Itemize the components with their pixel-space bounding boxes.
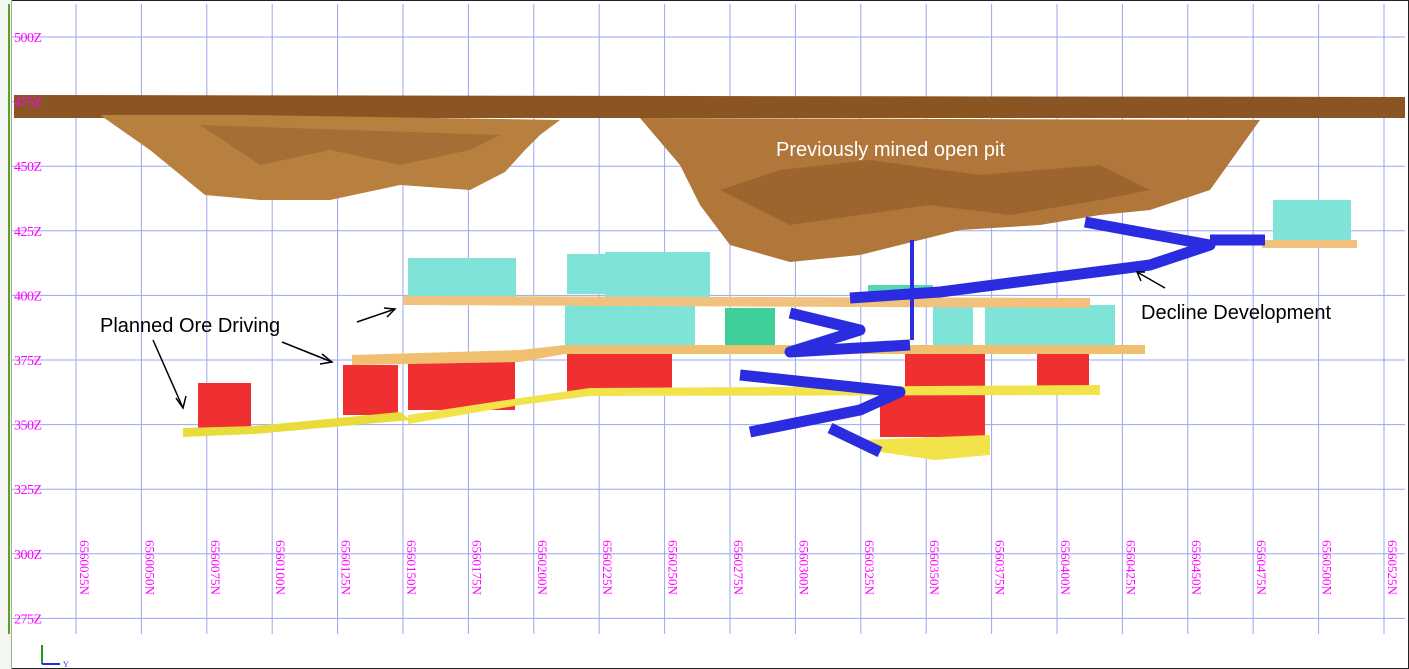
open-pit — [14, 95, 1405, 262]
left-panel-strip — [0, 0, 12, 669]
northing-label: 6560300N — [796, 540, 811, 596]
northing-label: 6560175N — [469, 540, 484, 596]
northing-label: 6560450N — [1189, 540, 1204, 596]
cyan-stope — [567, 254, 607, 294]
elevation-label: 300Z — [14, 548, 42, 563]
northing-label: 6560100N — [273, 540, 288, 596]
elevation-label: 350Z — [14, 419, 42, 434]
northing-label: 6560275N — [731, 540, 746, 596]
elevation-label: 425Z — [14, 225, 42, 240]
northing-label: 6560400N — [1058, 540, 1073, 596]
elevation-label: 375Z — [14, 354, 42, 369]
cyan-stope — [605, 252, 710, 298]
cyan-stope — [933, 300, 973, 345]
northing-label: 6560075N — [208, 540, 223, 596]
decline-label: Decline Development — [1141, 302, 1332, 324]
cyan-stope — [408, 258, 516, 298]
cyan-stope — [725, 308, 775, 346]
red-stope — [880, 392, 985, 437]
drive-east-425 — [1262, 240, 1357, 248]
northing-labels: 6560025N 6560050N 6560075N 6560100N 6560125N… — [77, 540, 1400, 596]
elevation-label: 450Z — [14, 160, 42, 175]
northing-label: 6560250N — [666, 540, 681, 596]
elevation-label: 475Z — [14, 96, 42, 111]
elevation-labels: 500Z 475Z 450Z 425Z 400Z 375Z 350Z 325Z 300Z 275Z — [14, 31, 42, 627]
left-panel-line — [8, 4, 10, 634]
drive-level-400 — [403, 296, 1090, 308]
northing-label: 6560350N — [927, 540, 942, 596]
pit-west-lobe — [100, 115, 560, 200]
northing-label: 6560125N — [339, 540, 354, 596]
cyan-stopes — [408, 200, 1351, 346]
drives — [183, 240, 1357, 460]
elevation-label: 400Z — [14, 289, 42, 304]
annotation-arrows — [152, 271, 1166, 410]
cyan-stope — [985, 305, 1115, 345]
red-stope — [343, 365, 398, 415]
northing-label: 6560150N — [404, 540, 419, 596]
cyan-stope — [565, 305, 695, 345]
axis-triad: Y — [41, 645, 69, 669]
drive-level-345 — [860, 435, 990, 460]
elevation-label: 275Z — [14, 612, 42, 627]
drive-level-360 — [408, 385, 1100, 424]
northing-label: 6560475N — [1254, 540, 1269, 596]
red-stope — [198, 383, 251, 428]
northing-label: 6560325N — [862, 540, 877, 596]
northing-label: 6560500N — [1320, 540, 1335, 596]
pit-shadow-1 — [200, 125, 500, 165]
elevation-label: 500Z — [14, 31, 42, 46]
northing-label: 6560050N — [142, 540, 157, 596]
open-pit-label: Previously mined open pit — [776, 139, 1005, 161]
red-stope — [905, 350, 985, 392]
pit-shadow-2 — [720, 160, 1150, 225]
northing-label: 6560375N — [993, 540, 1008, 596]
northing-label: 6560200N — [535, 540, 550, 596]
ore-driving-label: Planned Ore Driving — [100, 315, 280, 337]
northing-label: 6560525N — [1385, 540, 1400, 596]
northing-label: 6560425N — [1123, 540, 1138, 596]
drive-level-350 — [183, 412, 410, 437]
pit-surface — [14, 95, 1405, 118]
decline-development — [739, 216, 1265, 457]
red-stope — [567, 352, 672, 392]
northing-label: 6560025N — [77, 540, 92, 596]
drive-level-375 — [352, 345, 1145, 365]
northing-label: 6560225N — [600, 540, 615, 596]
cyan-stope — [1273, 200, 1351, 240]
elevation-label: 325Z — [14, 483, 42, 498]
axis-y-label: Y — [63, 660, 69, 669]
